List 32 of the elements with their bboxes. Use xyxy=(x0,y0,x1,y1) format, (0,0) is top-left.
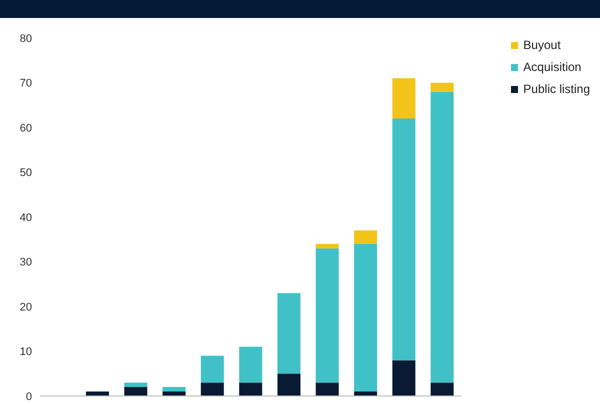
legend-label: Buyout xyxy=(523,38,561,52)
bar xyxy=(354,230,378,244)
legend-label: Public listing xyxy=(523,82,590,96)
bar xyxy=(162,387,186,392)
bar xyxy=(430,92,454,383)
y-tick-label: 30 xyxy=(20,256,32,269)
bar xyxy=(430,82,454,92)
bar xyxy=(354,244,378,392)
y-tick-label: 40 xyxy=(20,212,32,224)
bar xyxy=(316,248,339,383)
bar xyxy=(392,78,416,119)
bar xyxy=(392,118,416,360)
legend-label: Acquisition xyxy=(523,60,582,74)
y-tick-label: 70 xyxy=(20,78,32,90)
bar xyxy=(316,382,339,396)
bar xyxy=(277,374,300,396)
bar xyxy=(200,356,224,383)
bar xyxy=(200,382,224,396)
y-tick-label: 10 xyxy=(20,346,32,358)
bar xyxy=(430,382,454,396)
y-tick-label: 0 xyxy=(26,390,32,403)
y-tick-label: 50 xyxy=(20,167,32,180)
bar xyxy=(239,346,262,383)
y-tick-label: 60 xyxy=(20,122,32,134)
bar xyxy=(316,244,339,248)
y-tick-label: 20 xyxy=(20,301,32,314)
bar xyxy=(392,360,416,396)
bar xyxy=(124,387,148,396)
bar xyxy=(239,382,262,396)
y-tick-label: 80 xyxy=(20,32,32,45)
bar xyxy=(277,293,300,374)
bar xyxy=(124,382,148,388)
